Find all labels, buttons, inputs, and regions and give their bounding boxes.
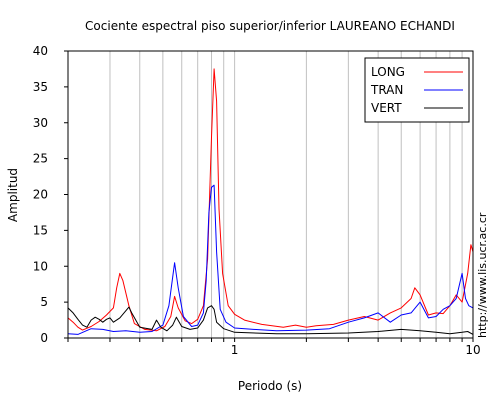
y-tick-label: 35 xyxy=(33,80,48,94)
x-axis-title: Periodo (s) xyxy=(238,379,302,393)
y-tick-label: 0 xyxy=(40,331,48,345)
legend-label-tran: TRAN xyxy=(370,83,403,97)
y-tick-label: 10 xyxy=(33,259,48,273)
y-tick-label: 40 xyxy=(33,44,48,58)
axis-ticks: 1 10 0 5 10 15 20 25 30 35 40 xyxy=(33,44,481,357)
series-line-tran xyxy=(67,184,474,335)
series-line-long xyxy=(67,68,474,332)
watermark-url: http://www.lis.ucr.ac.cr xyxy=(476,212,489,338)
y-tick-label: 20 xyxy=(33,188,48,202)
y-axis-title: Amplitud xyxy=(6,168,20,222)
series-lines xyxy=(67,68,474,335)
x-tick-label: 10 xyxy=(465,343,480,357)
y-tick-label: 15 xyxy=(33,223,48,237)
legend: LONG TRAN VERT xyxy=(364,57,470,123)
y-tick-label: 30 xyxy=(33,116,48,130)
legend-label-long: LONG xyxy=(371,65,405,79)
chart-title: Cociente espectral piso superior/inferio… xyxy=(85,19,455,33)
x-tick-label: 1 xyxy=(231,343,239,357)
legend-label-vert: VERT xyxy=(371,101,402,115)
y-tick-label: 5 xyxy=(40,295,48,309)
plot-frame xyxy=(67,50,474,339)
y-tick-label: 25 xyxy=(33,152,48,166)
series-line-vert xyxy=(67,305,474,335)
